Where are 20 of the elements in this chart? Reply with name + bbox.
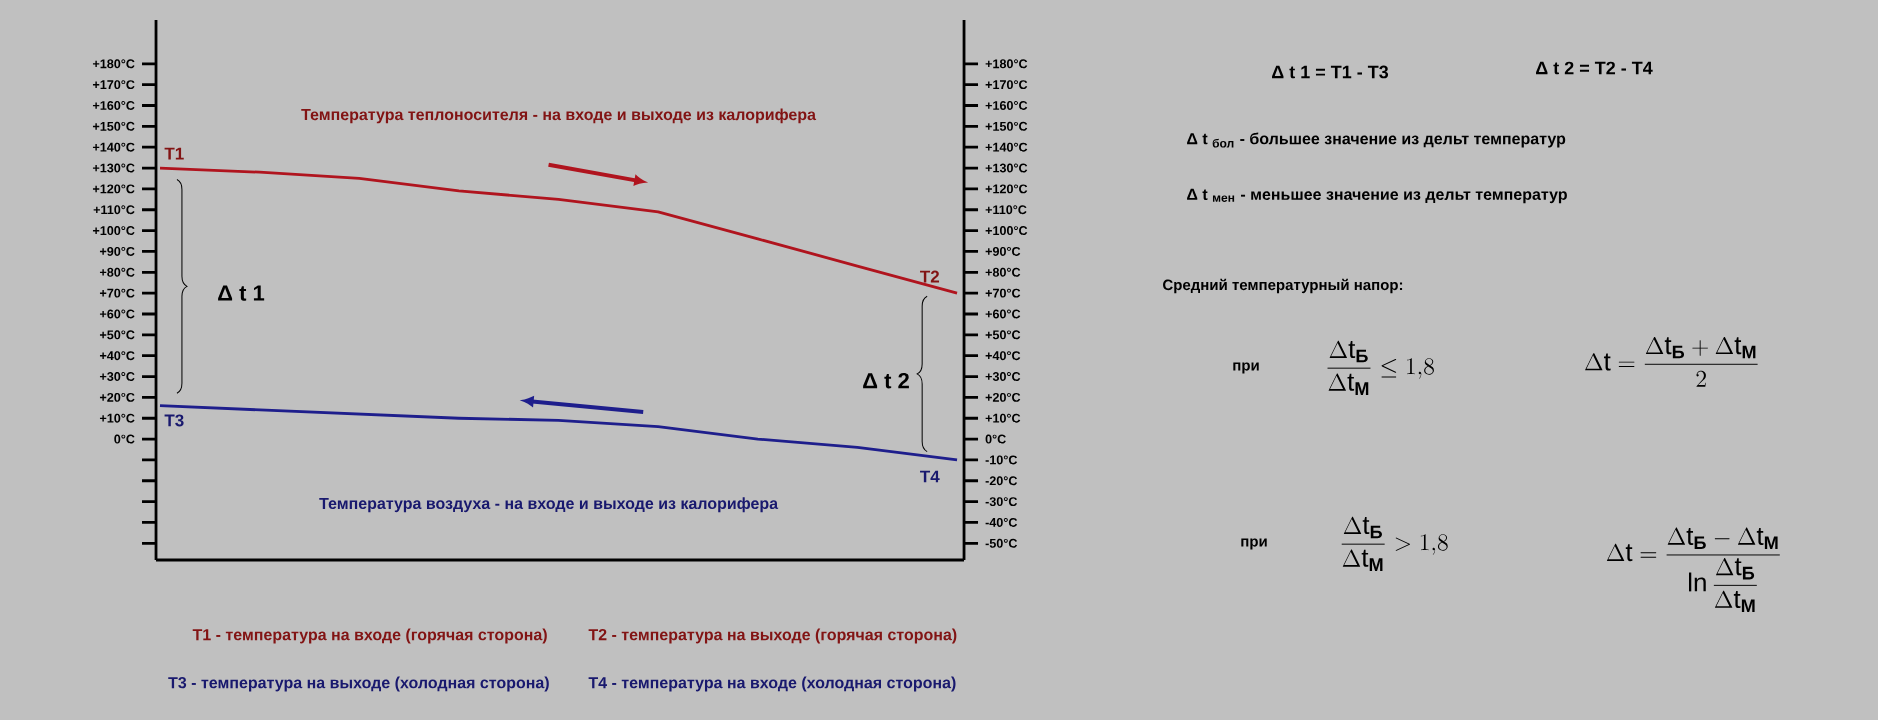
text: Δ t 1 = T1 - T3 xyxy=(1272,65,1389,79)
annotation: T2 xyxy=(920,270,940,283)
text: $\frac{\Delta\mathrm{t}_{\text{Б}}}{\Delta\mathrm{t}_{\text{М}}}>1{,}8$ xyxy=(1341,516,1448,571)
text: T4 - температура на входе (холодная сторона) xyxy=(588,676,956,692)
annotation: Температура воздуха - на входе и выходе из калорифера xyxy=(319,497,779,513)
text: $\Delta\mathrm{t}=\frac{\Delta\mathrm{t}_{\text{Б}}+\Delta\mathrm{t}_{\text{М}}}{2}$ xyxy=(1585,336,1758,387)
text: $\frac{\Delta\mathrm{t}_{\text{Б}}}{\Delta\mathrm{t}_{\text{М}}}\leq 1{,}8$ xyxy=(1327,340,1434,395)
annotation: T1 xyxy=(164,147,184,160)
annotation: T3 xyxy=(164,414,184,427)
annotation: Δ t 2 xyxy=(863,372,909,389)
annotation: Δ t 1 xyxy=(218,285,265,301)
annotation: T4 xyxy=(920,470,940,483)
text: Δ t 2 = T2 - T4 xyxy=(1536,61,1653,75)
text: T2 - температура на выходе (горячая сторона) xyxy=(588,628,957,644)
text: Δ t $_{мен}$ - меньшее значение из дельт температур xyxy=(1187,188,1567,204)
text: T1 - температура на входе (горячая сторона) xyxy=(192,628,547,644)
annotation: Температура теплоносителя - на входе и выходе из калорифера xyxy=(301,108,817,124)
text: T3 - температура на выходе (холодная сторона) xyxy=(168,676,549,692)
text: Δ t $_{бол}$ - большее значение из дельт температур xyxy=(1187,132,1566,148)
text: $\Delta\mathrm{t}=\frac{\Delta\mathrm{t}_{\text{Б}}-\Delta\mathrm{t}_{\text{М}}}{\ln\dfrac{\Delta\mathrm{t}_{\text{Б}}}{\Delta\mathrm{t}_{\text{М}}}}$ xyxy=(1606,527,1780,613)
